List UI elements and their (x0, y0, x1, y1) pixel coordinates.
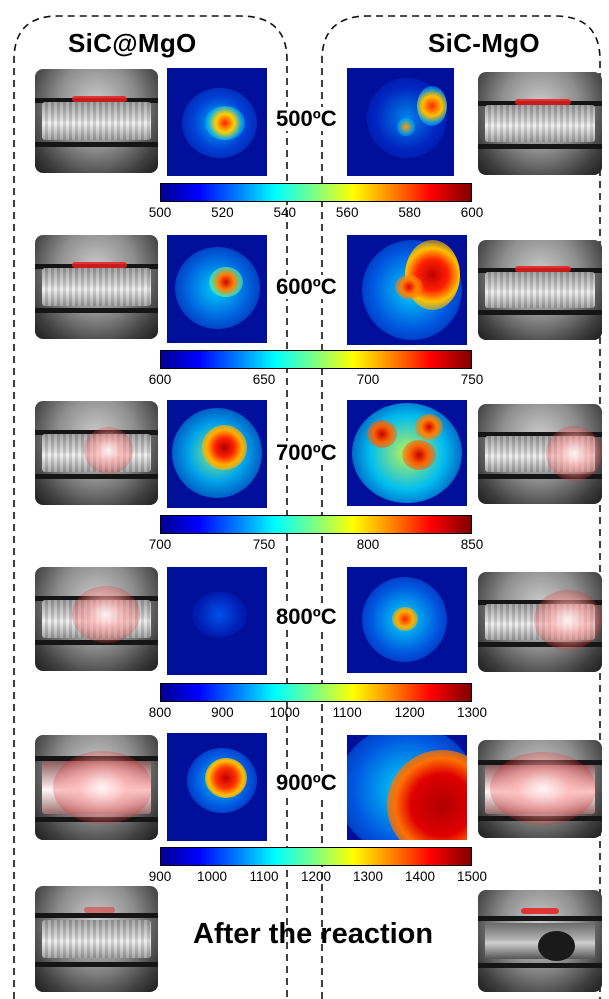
colorbar-tick: 900 (148, 869, 172, 884)
sic-at-mgo-title: SiC@MgO (68, 28, 197, 58)
sic-at-mgo-heatmap-700 (167, 400, 267, 508)
colorbar-tick: 520 (211, 205, 234, 220)
temperature-label-600: 600ºC (274, 274, 339, 299)
colorbar-tick: 1100 (249, 869, 279, 884)
colorbar-tick: 700 (148, 537, 172, 552)
sic-mgo-photo-900 (478, 740, 602, 838)
colorbar-tick: 500 (148, 205, 172, 220)
sic-at-mgo-photo-700 (35, 401, 158, 505)
sic-mgo-heatmap-900 (347, 735, 467, 840)
sic-at-mgo-photo-900 (35, 735, 158, 840)
colorbar-tick: 900 (211, 705, 234, 720)
colorbar-tick: 560 (335, 205, 359, 220)
sic-mgo-photo-after (478, 890, 602, 992)
sic-at-mgo-heatmap-500 (167, 68, 267, 176)
colorbar-tick: 540 (273, 205, 297, 220)
colorbar-tick: 580 (398, 205, 421, 220)
sic-mgo-photo-500 (478, 72, 602, 175)
sic-mgo-heatmap-800 (347, 567, 467, 673)
colorbar-gradient (160, 683, 472, 702)
sic-mgo-heatmap-700 (347, 400, 467, 506)
sic-mgo-heatmap-600 (347, 235, 467, 345)
colorbar-tick: 1400 (404, 869, 436, 884)
colorbar-800: 800 900 1000 1100 1200 1300 (149, 683, 487, 720)
colorbar-tick: 850 (460, 537, 484, 552)
colorbar-tick: 1000 (269, 705, 300, 720)
temperature-label-800: 800ºC (274, 604, 339, 629)
colorbar-tick: 600 (148, 372, 172, 387)
sic-mgo-heatmap-500 (347, 68, 454, 176)
sic-mgo-photo-800 (478, 572, 602, 672)
temperature-label-900: 900ºC (274, 770, 339, 795)
colorbar-500: 500 520 540 560 580 600 (149, 183, 483, 220)
colorbar-gradient (160, 350, 472, 369)
colorbar-tick: 800 (148, 705, 172, 720)
sic-at-mgo-photo-800 (35, 567, 158, 671)
sic-at-mgo-heatmap-600 (167, 235, 267, 343)
sic-mgo-title: SiC-MgO (428, 28, 540, 58)
colorbar-gradient (160, 183, 472, 202)
temperature-label-500: 500ºC (274, 106, 339, 131)
sic-mgo-photo-600 (478, 240, 602, 340)
sic-at-mgo-heatmap-800 (167, 567, 267, 675)
sic-mgo-photo-700 (478, 404, 602, 504)
sic-at-mgo-photo-after (35, 886, 158, 992)
colorbar-tick: 700 (356, 372, 380, 387)
colorbar-gradient (160, 515, 472, 534)
colorbar-tick: 750 (460, 372, 484, 387)
sic-at-mgo-heatmap-900 (167, 733, 267, 841)
colorbar-tick: 1200 (300, 869, 332, 884)
colorbar-tick: 1200 (394, 705, 425, 720)
colorbar-700: 700 750 800 850 (149, 515, 483, 552)
sic-at-mgo-photo-500 (35, 69, 158, 173)
colorbar-600: 600 650 700 750 (149, 350, 483, 387)
colorbar-tick: 600 (460, 205, 484, 220)
colorbar-tick: 1500 (456, 869, 488, 884)
colorbar-900: 900 1000 1100 1200 1300 1400 1500 (149, 847, 487, 884)
colorbar-tick: 750 (252, 537, 276, 552)
colorbar-tick: 1300 (456, 705, 488, 720)
colorbar-tick: 1100 (332, 705, 362, 720)
colorbar-tick: 1300 (352, 869, 384, 884)
colorbar-tick: 650 (252, 372, 276, 387)
sic-at-mgo-photo-600 (35, 235, 158, 339)
colorbar-tick: 1000 (196, 869, 228, 884)
colorbar-gradient (160, 847, 472, 866)
colorbar-tick: 800 (356, 537, 380, 552)
temperature-label-700: 700ºC (274, 440, 339, 465)
after-reaction-label: After the reaction (193, 918, 434, 950)
